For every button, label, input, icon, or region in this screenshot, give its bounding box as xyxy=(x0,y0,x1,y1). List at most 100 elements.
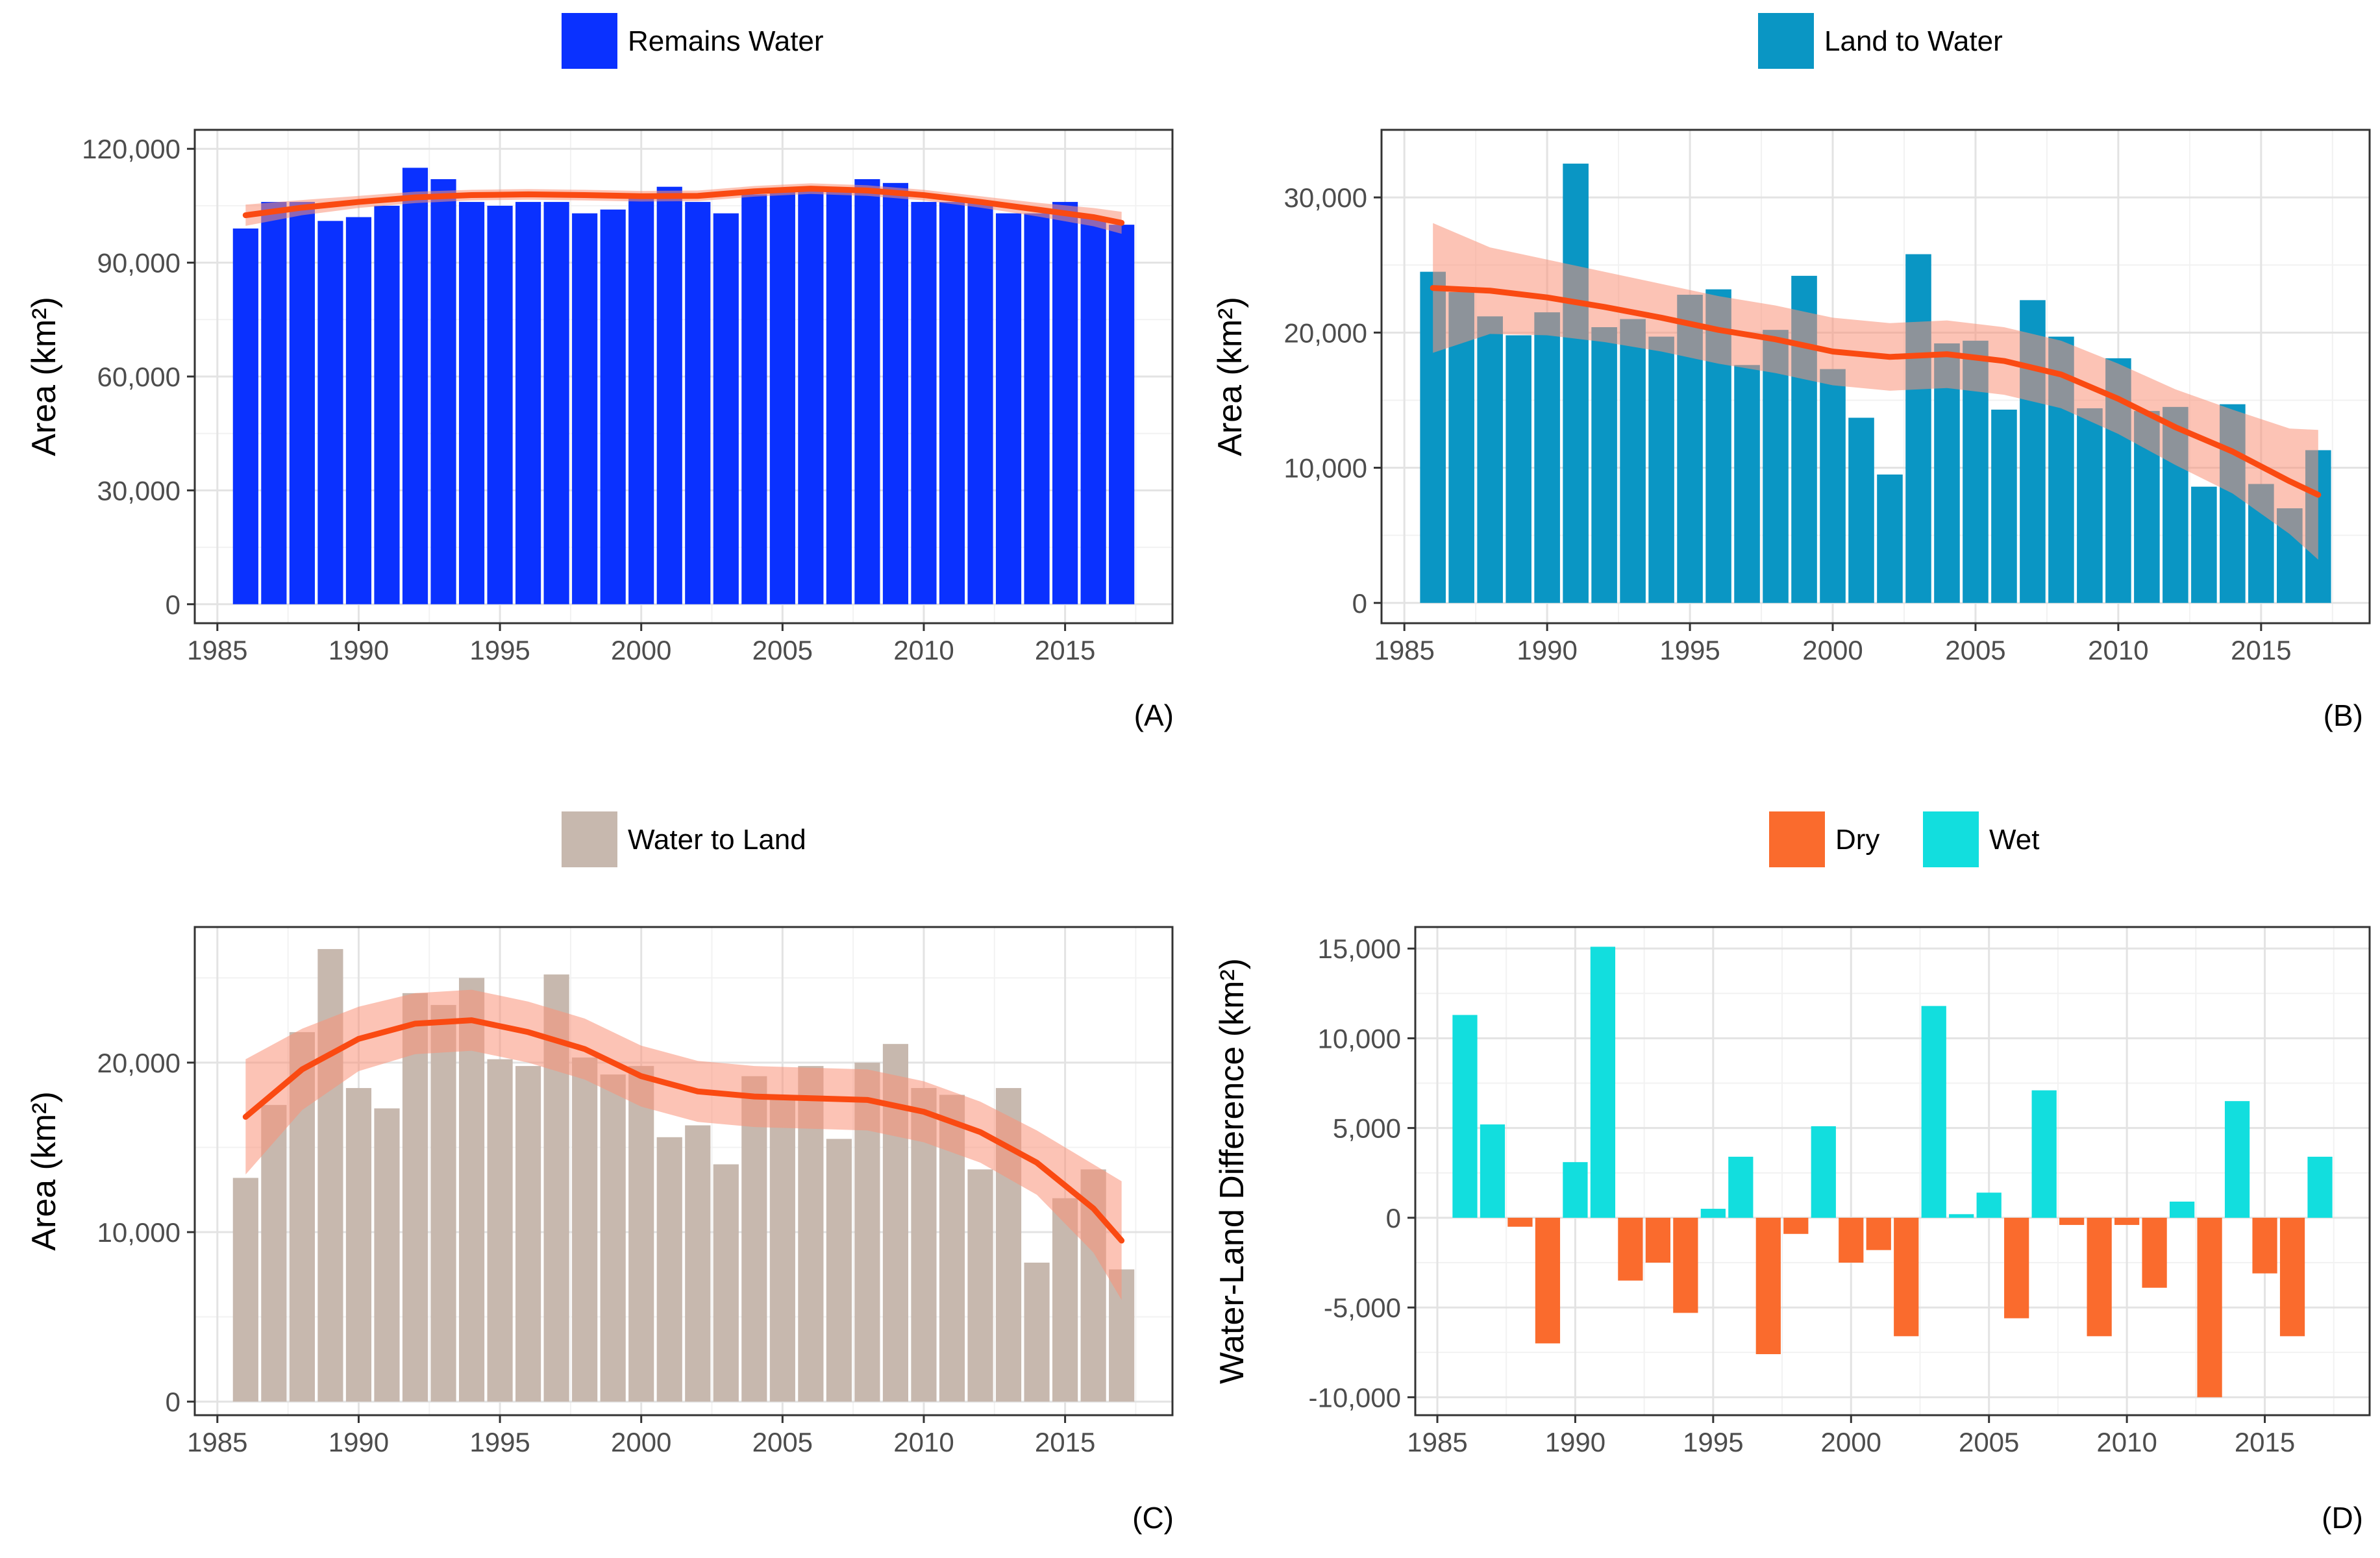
y-axis-title: Area (km²) xyxy=(25,297,63,456)
plot-border xyxy=(193,926,1174,1416)
bar-1998 xyxy=(1783,1217,1809,1234)
bar-1990 xyxy=(1534,312,1560,603)
bar-2007 xyxy=(2031,1090,2057,1218)
bar-1990 xyxy=(1563,1162,1588,1218)
panel-C: 1985 1990 1995 2000 2005 2010 2015 0 10,000 20,00… xyxy=(25,811,1174,1535)
panel-tag: (A) xyxy=(1134,699,1174,732)
bar-2010 xyxy=(911,202,937,604)
x-tick-label: 2005 xyxy=(752,1427,813,1457)
bar-1989 xyxy=(1506,335,1531,603)
bar-2001 xyxy=(656,1137,682,1402)
bar-1988 xyxy=(1507,1217,1533,1227)
bar-1994 xyxy=(1648,336,1674,603)
bar-2000 xyxy=(628,1066,654,1402)
legend-item-water-to-land: Water to Land xyxy=(562,811,806,867)
bar-2013 xyxy=(995,213,1022,604)
legend-key xyxy=(562,811,617,867)
bar-2004 xyxy=(741,194,767,604)
y-tick-label: 20,000 xyxy=(97,1048,180,1078)
x-tick-label: 1985 xyxy=(187,1427,247,1457)
bar-2007 xyxy=(826,190,852,604)
y-tick-label: 120,000 xyxy=(82,134,180,164)
bar-2015 xyxy=(1052,202,1078,604)
y-axis-title: Area (km²) xyxy=(25,1091,63,1251)
bar-2006 xyxy=(798,190,824,604)
bar-1998 xyxy=(1763,330,1789,603)
x-tick-label: 2010 xyxy=(893,1427,954,1457)
y-tick-label: 15,000 xyxy=(1318,934,1401,964)
x-tick-label: 1985 xyxy=(1374,635,1434,665)
bar-2003 xyxy=(713,1164,739,1402)
bar-2001 xyxy=(1866,1217,1891,1250)
legend-label: Remains Water xyxy=(628,25,824,57)
bar-1993 xyxy=(430,1005,456,1402)
x-tick-label: 1990 xyxy=(1517,635,1577,665)
plot-border xyxy=(1414,926,2371,1416)
bar-1999 xyxy=(600,209,626,604)
bar-2000 xyxy=(628,194,654,604)
bar-1999 xyxy=(600,1074,626,1402)
smooth-trend-line xyxy=(242,186,1125,226)
bar-2014 xyxy=(1024,1263,1050,1402)
y-tick-label: 0 xyxy=(166,589,180,620)
x-tick-label: 2005 xyxy=(1959,1427,2019,1457)
x-tick-label: 2005 xyxy=(752,635,813,665)
x-tick-label: 2005 xyxy=(1945,635,2005,665)
x-tick-label: 2015 xyxy=(1035,1427,1095,1457)
bar-2009 xyxy=(2077,408,2103,603)
y-tick-label: 0 xyxy=(1386,1203,1401,1233)
y-tick-label: 90,000 xyxy=(97,248,180,278)
y-tick-label: 20,000 xyxy=(1284,317,1367,348)
bar-2016 xyxy=(1080,217,1106,604)
bar-2001 xyxy=(1848,417,1874,603)
bar-1993 xyxy=(1645,1217,1670,1263)
bar-1998 xyxy=(572,213,598,604)
bar-2008 xyxy=(2059,1217,2085,1225)
bar-1992 xyxy=(402,167,428,604)
bar-1990 xyxy=(345,217,372,604)
panel-D: 1985 1990 1995 2000 2005 2010 2015 -10,000 -5,00… xyxy=(1213,811,2371,1535)
x-tick-label: 1990 xyxy=(328,635,389,665)
bar-2009 xyxy=(882,182,909,604)
bar-1991 xyxy=(374,1108,400,1402)
bar-2000 xyxy=(1839,1217,1864,1263)
y-tick-label: 30,000 xyxy=(1284,182,1367,213)
bar-2006 xyxy=(1991,410,2017,603)
x-tick-label: 2010 xyxy=(2096,1427,2157,1457)
legend-label: Dry xyxy=(1835,824,1879,856)
bar-2010 xyxy=(2114,1217,2140,1225)
bar-2004 xyxy=(741,1076,767,1402)
legend-item-land-to-water: Land to Water xyxy=(1758,13,2003,69)
y-tick-label: 0 xyxy=(166,1387,180,1417)
x-tick-label: 2010 xyxy=(893,635,954,665)
bar-1987 xyxy=(1480,1124,1506,1218)
legend-key xyxy=(1769,811,1825,867)
bar-1992 xyxy=(402,993,428,1402)
bar-1998 xyxy=(572,1057,598,1402)
bar-2017 xyxy=(1109,1269,1135,1402)
legend-key xyxy=(1758,13,1814,69)
y-axis-title: Water-Land Difference (km²) xyxy=(1213,958,1251,1384)
bar-1996 xyxy=(515,202,541,604)
legend-label: Water to Land xyxy=(628,824,806,856)
x-tick-label: 1995 xyxy=(469,1427,530,1457)
y-tick-label: 10,000 xyxy=(97,1217,180,1248)
bar-1995 xyxy=(1700,1209,1726,1218)
bar-1995 xyxy=(487,205,513,604)
legend-item-dry: Dry xyxy=(1769,811,1879,867)
y-axis-title: Area (km²) xyxy=(1211,297,1249,456)
panel-tag: (D) xyxy=(2322,1501,2363,1535)
bar-2012 xyxy=(2169,1202,2195,1218)
legend-key xyxy=(562,13,617,69)
panel-B: 1985 1990 1995 2000 2005 2010 2015 0 10,000 20,00… xyxy=(1211,13,2371,732)
bar-1993 xyxy=(430,179,456,604)
bar-1994 xyxy=(1673,1217,1698,1313)
x-tick-label: 2000 xyxy=(611,635,671,665)
confidence-ribbon xyxy=(245,989,1122,1300)
bar-1999 xyxy=(1811,1126,1836,1218)
bar-2002 xyxy=(1894,1217,1919,1337)
bar-2015 xyxy=(2252,1217,2277,1274)
y-tick-label: 10,000 xyxy=(1318,1023,1401,1054)
bar-2012 xyxy=(967,1169,993,1402)
